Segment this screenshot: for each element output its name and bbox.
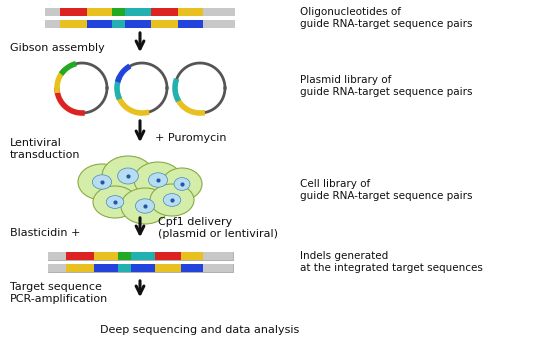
- Ellipse shape: [118, 168, 138, 184]
- Bar: [125, 8, 152, 16]
- Bar: [203, 20, 235, 28]
- Text: Cpf1 delivery
(plasmid or lentiviral): Cpf1 delivery (plasmid or lentiviral): [158, 217, 278, 239]
- Bar: [87, 20, 111, 28]
- Bar: [155, 264, 180, 272]
- Text: Plasmid library of
guide RNA-target sequence pairs: Plasmid library of guide RNA-target sequ…: [300, 75, 472, 97]
- Ellipse shape: [121, 188, 169, 224]
- Bar: [118, 264, 131, 272]
- Ellipse shape: [92, 175, 111, 189]
- Bar: [45, 20, 235, 28]
- Bar: [180, 252, 203, 260]
- Bar: [180, 264, 203, 272]
- Text: Cell library of
guide RNA-target sequence pairs: Cell library of guide RNA-target sequenc…: [300, 179, 472, 201]
- Bar: [47, 264, 66, 272]
- Bar: [125, 20, 152, 28]
- Bar: [178, 20, 203, 28]
- Bar: [178, 8, 203, 16]
- Ellipse shape: [163, 193, 181, 206]
- Bar: [66, 264, 94, 272]
- Ellipse shape: [148, 173, 168, 187]
- Text: Lentiviral
transduction: Lentiviral transduction: [10, 138, 81, 160]
- Bar: [203, 264, 232, 272]
- Ellipse shape: [162, 168, 202, 200]
- Bar: [152, 20, 178, 28]
- Ellipse shape: [174, 178, 190, 190]
- Bar: [45, 8, 60, 16]
- Bar: [66, 252, 94, 260]
- Bar: [131, 264, 155, 272]
- Ellipse shape: [106, 196, 124, 208]
- Bar: [60, 20, 87, 28]
- Bar: [118, 252, 131, 260]
- Bar: [94, 264, 118, 272]
- Bar: [203, 252, 232, 260]
- Text: Oligonucleotides of
guide RNA-target sequence pairs: Oligonucleotides of guide RNA-target seq…: [300, 7, 472, 29]
- Text: Deep sequencing and data analysis: Deep sequencing and data analysis: [100, 325, 300, 335]
- Bar: [152, 8, 178, 16]
- Ellipse shape: [135, 199, 155, 213]
- Bar: [45, 20, 60, 28]
- Bar: [203, 8, 235, 16]
- Text: Gibson assembly: Gibson assembly: [10, 43, 105, 53]
- Ellipse shape: [78, 164, 126, 200]
- Bar: [47, 252, 66, 260]
- Text: Indels generated
at the integrated target sequences: Indels generated at the integrated targe…: [300, 251, 483, 273]
- Ellipse shape: [150, 184, 194, 216]
- Bar: [94, 252, 118, 260]
- Bar: [45, 8, 235, 16]
- Ellipse shape: [93, 186, 137, 218]
- Bar: [111, 8, 125, 16]
- Bar: [131, 252, 155, 260]
- Ellipse shape: [134, 162, 182, 198]
- Bar: [87, 8, 111, 16]
- Bar: [47, 252, 232, 260]
- Text: Target sequence
PCR-amplification: Target sequence PCR-amplification: [10, 282, 108, 304]
- Text: Blasticidin +: Blasticidin +: [10, 228, 80, 238]
- Bar: [111, 20, 125, 28]
- Bar: [60, 8, 87, 16]
- Bar: [47, 264, 232, 272]
- Bar: [155, 252, 180, 260]
- Ellipse shape: [102, 156, 154, 196]
- Text: + Puromycin: + Puromycin: [155, 133, 227, 143]
